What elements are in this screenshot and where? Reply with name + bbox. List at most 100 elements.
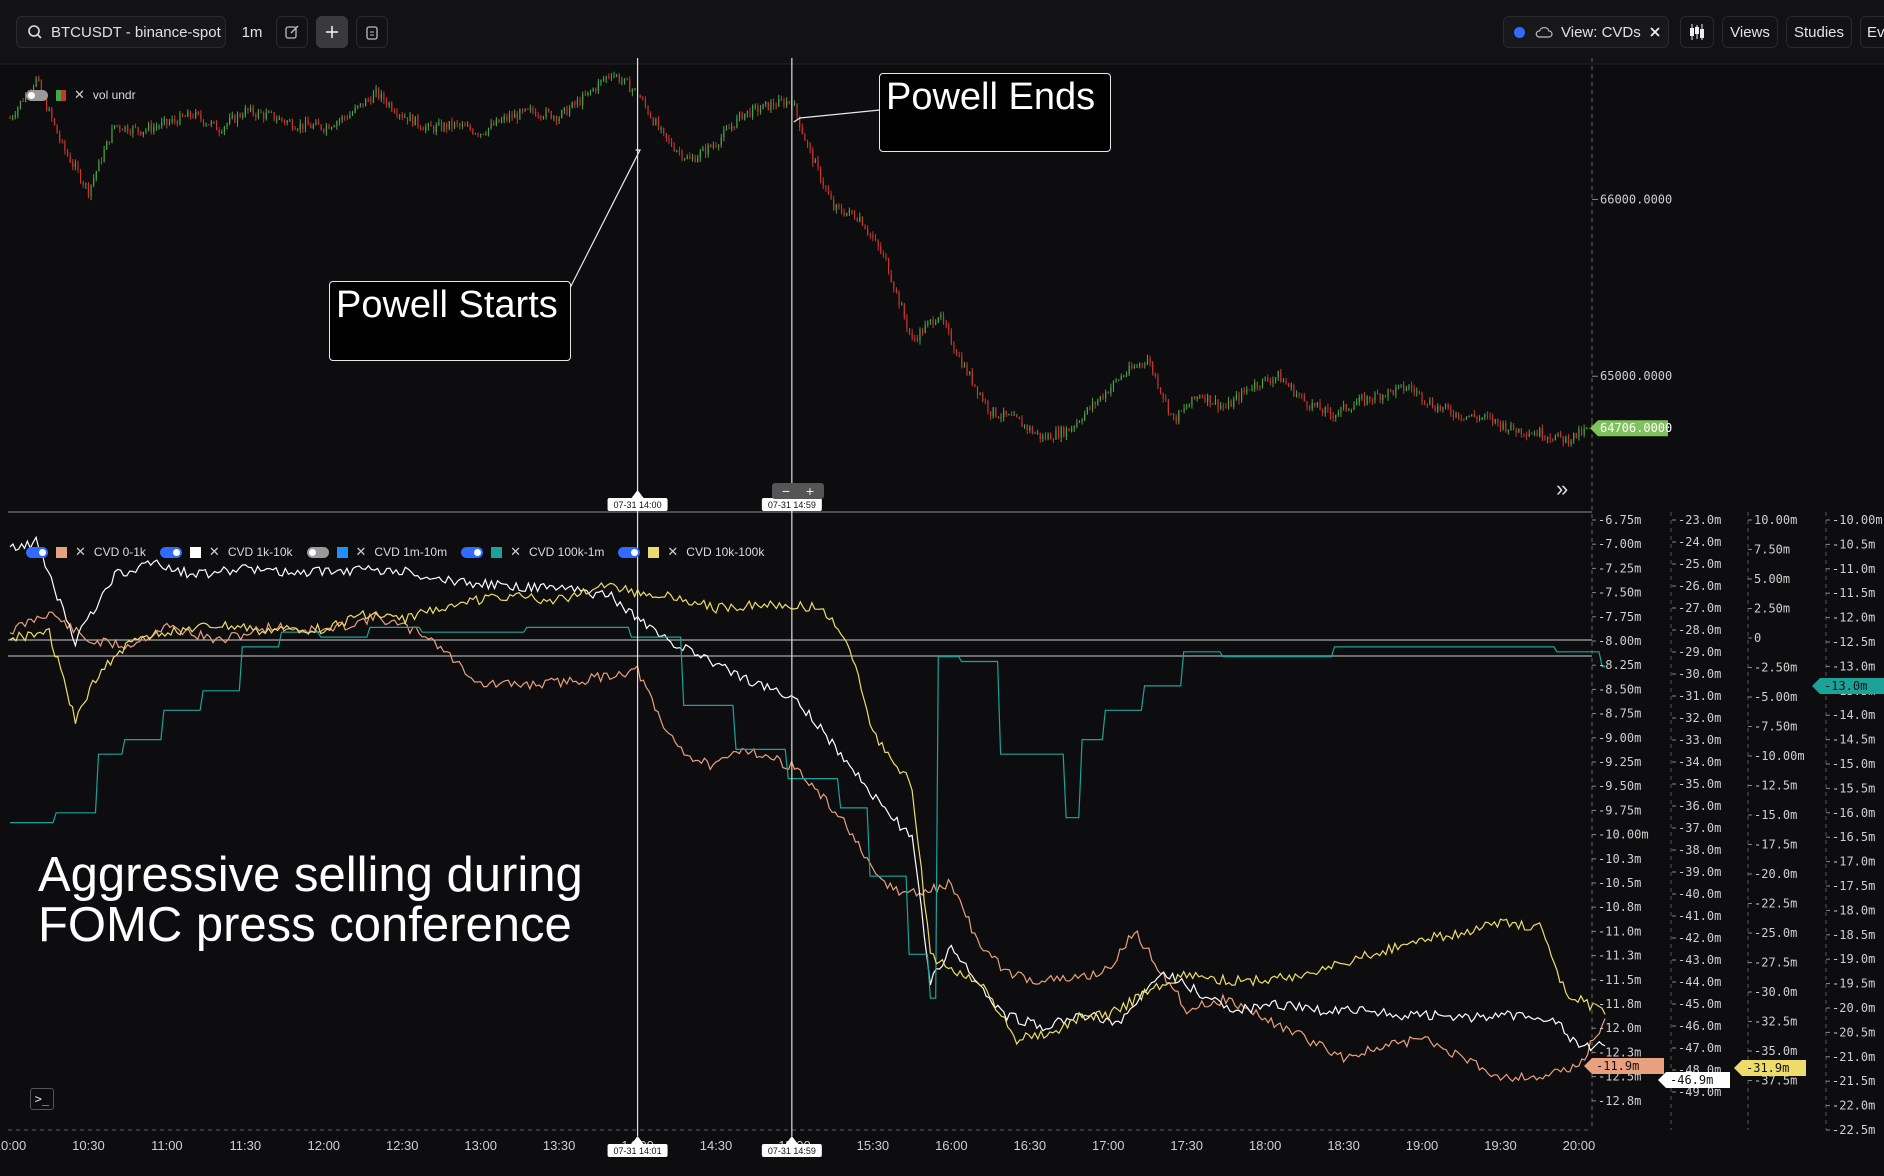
candle-body bbox=[1000, 417, 1002, 419]
edit-button[interactable] bbox=[276, 16, 308, 48]
expand-icon[interactable]: » bbox=[1556, 476, 1569, 501]
terminal-icon[interactable]: >_ bbox=[30, 1088, 54, 1110]
cvd-tick-label: -2.50m bbox=[1754, 661, 1797, 675]
candle-body bbox=[430, 123, 432, 127]
legend-toggle[interactable] bbox=[461, 546, 484, 558]
candle-body bbox=[221, 131, 223, 133]
candle-body bbox=[1424, 401, 1426, 404]
candle-body bbox=[310, 125, 312, 129]
candle-body bbox=[1248, 389, 1251, 391]
add-button[interactable] bbox=[316, 16, 348, 48]
time-tick-label: 11:00 bbox=[151, 1138, 183, 1153]
candle-body bbox=[1089, 407, 1091, 409]
candle-body bbox=[707, 144, 709, 155]
price-legend: ✕ vol undr bbox=[26, 87, 136, 103]
cvd-tick-label: -34.0m bbox=[1678, 755, 1721, 769]
candle-body bbox=[1518, 428, 1520, 433]
clipboard-button[interactable] bbox=[356, 16, 388, 48]
candle-body bbox=[1303, 395, 1305, 402]
candle-body bbox=[451, 121, 453, 128]
cvd-tick-label: -8.75m bbox=[1598, 707, 1641, 721]
interval-button[interactable]: 1m bbox=[241, 23, 263, 41]
candle-body bbox=[749, 110, 751, 117]
cvd-tick-label: -10.5m bbox=[1832, 537, 1875, 551]
close-icon[interactable]: ✕ bbox=[510, 544, 522, 559]
events-button[interactable]: Ev bbox=[1860, 16, 1884, 48]
candle-body bbox=[1162, 393, 1164, 399]
close-icon[interactable]: ✕ bbox=[667, 544, 679, 559]
candle-body bbox=[1133, 366, 1135, 369]
cvd-tick-label: -7.25m bbox=[1598, 561, 1641, 575]
marker-tag-label: 07-31 14:01 bbox=[614, 1146, 662, 1156]
candle-body bbox=[783, 100, 785, 106]
candle-body bbox=[344, 116, 346, 118]
candle-body bbox=[338, 119, 341, 122]
candle-body bbox=[1157, 376, 1159, 388]
cvd-value-label: -11.9m bbox=[1596, 1059, 1639, 1073]
studies-button[interactable]: Studies bbox=[1786, 16, 1852, 48]
candle-body bbox=[218, 130, 220, 133]
cvd-tick-label: -19.0m bbox=[1832, 952, 1875, 966]
time-tick-label: 10:30 bbox=[72, 1138, 105, 1153]
candle-body bbox=[1536, 432, 1538, 436]
chart-type-button[interactable] bbox=[1680, 16, 1714, 48]
zoom-control[interactable] bbox=[772, 483, 824, 499]
cvd-tick-label: -11.8m bbox=[1598, 997, 1641, 1011]
close-icon[interactable]: ✕ bbox=[355, 544, 367, 559]
candle-body bbox=[19, 100, 22, 108]
candle-body bbox=[12, 116, 14, 119]
legend-toggle[interactable] bbox=[618, 546, 641, 558]
cvd-tick-label: -16.0m bbox=[1832, 806, 1875, 820]
candle-body bbox=[1358, 397, 1360, 403]
candle-body bbox=[1241, 390, 1243, 401]
cvd-value-label: -46.9m bbox=[1670, 1073, 1713, 1087]
candle-body bbox=[1390, 389, 1392, 391]
candle-body bbox=[809, 144, 811, 150]
candle-body bbox=[1251, 388, 1253, 390]
symbol-label: BTCUSDT - binance-spot bbox=[51, 23, 221, 41]
views-button[interactable]: Views bbox=[1722, 16, 1778, 48]
candle-body bbox=[372, 93, 375, 103]
candle-body bbox=[1489, 415, 1491, 417]
candle-body bbox=[629, 79, 631, 93]
candle-body bbox=[404, 117, 406, 119]
candle-body bbox=[95, 171, 97, 178]
cvd-tick-label: -12.5m bbox=[1754, 779, 1797, 793]
legend-toggle[interactable] bbox=[159, 546, 182, 558]
candle-body bbox=[1112, 381, 1115, 388]
cvd-tick-label: -38.0m bbox=[1678, 843, 1721, 857]
candle-body bbox=[323, 129, 325, 132]
close-icon[interactable]: ✕ bbox=[74, 87, 85, 102]
close-icon[interactable] bbox=[1649, 26, 1661, 38]
cvd-tick-label: -11.5m bbox=[1598, 973, 1641, 987]
legend-toggle[interactable] bbox=[26, 89, 48, 101]
candle-body bbox=[1141, 363, 1143, 365]
view-selector[interactable]: View: CVDs bbox=[1503, 16, 1669, 48]
close-icon[interactable]: ✕ bbox=[208, 544, 220, 559]
candle-body bbox=[1387, 389, 1389, 397]
close-icon[interactable]: ✕ bbox=[75, 544, 86, 559]
candle-body bbox=[226, 123, 228, 127]
candle-body bbox=[840, 207, 843, 213]
candle-body bbox=[1050, 434, 1052, 440]
candle-body bbox=[793, 103, 796, 106]
candle-body bbox=[1460, 418, 1462, 420]
symbol-search[interactable]: BTCUSDT - binance-spot bbox=[16, 16, 226, 48]
candle-body bbox=[982, 393, 984, 402]
candle-body bbox=[602, 79, 605, 81]
cvd-tick-label: -22.5m bbox=[1754, 897, 1797, 911]
candle-body bbox=[1118, 379, 1120, 381]
cvd-tick-label: -35.0m bbox=[1678, 777, 1721, 791]
candle-body bbox=[435, 124, 437, 132]
candle-body bbox=[961, 355, 963, 368]
legend-label: CVD 1k-10k bbox=[227, 545, 293, 559]
candle-body bbox=[869, 233, 871, 235]
candle-body bbox=[1065, 428, 1068, 437]
legend-toggle[interactable] bbox=[26, 546, 48, 558]
cvd-tick-label: -23.0m bbox=[1678, 513, 1721, 527]
candle-body bbox=[1560, 432, 1562, 437]
candle-body bbox=[1356, 402, 1358, 406]
legend-toggle[interactable] bbox=[306, 546, 329, 558]
candle-body bbox=[281, 117, 283, 121]
